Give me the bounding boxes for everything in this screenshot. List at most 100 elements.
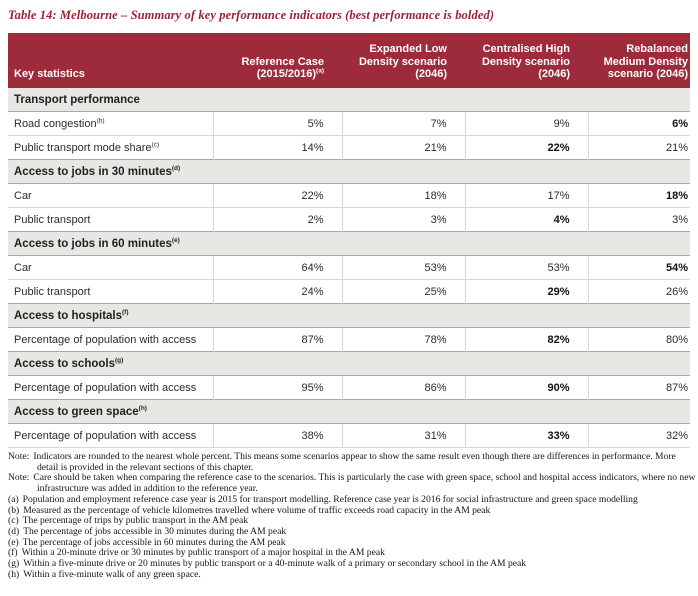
header-row: Key statistics Reference Case (2015/2016… [8, 33, 690, 88]
value-cell: 2% [212, 207, 342, 232]
note-prefix: (g) [8, 558, 20, 570]
table-row: Public transport 24% 25% 29% 26% [8, 279, 690, 304]
section-row: Access to jobs in 60 minutes(e) [8, 231, 690, 256]
value-cell: 22% [212, 183, 342, 208]
section-header-label: Access to green space [14, 406, 139, 418]
value-cell: 6% [587, 111, 690, 136]
row-label-cell: Percentage of population with access [8, 423, 213, 448]
value-cell: 24% [212, 279, 342, 304]
section-header-label: Access to hospitals [14, 310, 123, 322]
footnote-marker: (a) [316, 67, 324, 75]
value-cell: 38% [212, 423, 342, 448]
row-label: Car [14, 189, 32, 202]
note-prefix: (a) [8, 493, 19, 505]
section-row: Transport performance [8, 87, 690, 112]
footnote-marker: (b) [96, 116, 105, 124]
row-label: Road congestion [14, 117, 97, 130]
note-text: Indicators are rounded to the nearest wh… [33, 451, 676, 473]
value-cell: 90% [464, 375, 588, 400]
column-header: Expanded Low Density scenario (2046) [342, 33, 465, 88]
row-label: Percentage of population with access [14, 381, 197, 394]
table-row: Car 64% 53% 53% 54% [8, 255, 690, 280]
value-cell: 17% [464, 183, 588, 208]
value-cell: 18% [341, 183, 465, 208]
row-label-cell: Road congestion(b) [8, 111, 213, 136]
table-header: Key statistics Reference Case (2015/2016… [8, 33, 690, 88]
value-cell: 32% [587, 423, 690, 448]
note-line: (h) Within a five-minute walk of any gree… [8, 568, 696, 581]
note-line: (g) Within a five-minute drive or 20 minu… [8, 558, 696, 570]
note-line: (d) The percentage of jobs accessible in … [8, 525, 696, 538]
row-label-cell: Percentage of population with access [8, 375, 213, 400]
table-row: Percentage of population with access 38% 3… [8, 423, 690, 448]
row-label: Public transport mode share [14, 141, 152, 154]
column-header: Rebalanced Medium Density scenario (2046… [588, 33, 690, 88]
value-cell: 21% [587, 135, 690, 160]
value-cell: 29% [464, 279, 588, 304]
column-header-label: Reference Case (2015/2016) [241, 55, 324, 81]
row-label-cell: Public transport [8, 207, 213, 232]
footnote-marker: (g) [114, 357, 124, 365]
row-label: Public transport [14, 285, 91, 298]
value-cell: 3% [587, 207, 690, 232]
value-cell: 22% [464, 135, 588, 160]
note-line: (a) Population and employment reference c… [8, 493, 696, 506]
column-header-label: Rebalanced Medium Density scenario (2046… [603, 43, 688, 80]
value-cell: 78% [341, 327, 465, 352]
row-label-cell: Public transport [8, 279, 213, 304]
note-line: (b) Measured as the percentage of vehicle… [8, 504, 696, 517]
column-header-label: Centralised High Density scenario (2046) [481, 43, 570, 80]
note-prefix: (e) [8, 536, 19, 548]
note-text: Measured as the percentage of vehicle ki… [23, 504, 491, 516]
footnote-marker: (h) [138, 405, 147, 413]
note-text: The percentage of jobs accessible in 30 … [23, 525, 287, 537]
value-cell: 5% [212, 111, 342, 136]
note-prefix: (c) [8, 515, 19, 527]
note-text: Within a five-minute walk of any green s… [23, 568, 201, 580]
note-prefix: (b) [8, 504, 20, 516]
note-text: The percentage of trips by public transp… [22, 515, 249, 527]
section-header-cell: Access to hospitals(f) [8, 303, 690, 328]
footnote-marker: (e) [171, 237, 180, 245]
column-header: Reference Case (2015/2016)(a) [213, 33, 342, 88]
table-row: Car 22% 18% 17% 18% [8, 183, 690, 208]
column-header-label: Expanded Low Density scenario (2046) [358, 43, 447, 80]
value-cell: 18% [587, 183, 690, 208]
value-cell: 33% [464, 423, 588, 448]
section-row: Access to hospitals(f) [8, 303, 690, 328]
section-row: Access to green space(h) [8, 399, 690, 424]
value-cell: 64% [212, 255, 342, 280]
value-cell: 80% [587, 327, 690, 352]
section-header-label: Access to schools [14, 358, 115, 370]
footnote-marker: (d) [171, 165, 181, 173]
table-row: Public transport mode share(c) 14% 21% 22% 2… [8, 135, 690, 160]
note-line: (e) The percentage of jobs accessible in … [8, 536, 696, 549]
value-cell: 87% [587, 375, 690, 400]
table-row: Public transport 2% 3% 4% 3% [8, 207, 690, 232]
note-line: Note: Indicators are rounded to the neare… [8, 451, 696, 473]
note-prefix: Note: [8, 472, 30, 484]
value-cell: 31% [341, 423, 465, 448]
section-header-label: Access to jobs in 30 minutes [14, 166, 172, 178]
note-line: Note: Care should be taken when comparing… [8, 473, 696, 494]
row-label: Percentage of population with access [14, 429, 197, 442]
section-header-label: Access to jobs in 60 minutes [14, 238, 172, 250]
row-label-cell: Car [8, 255, 213, 280]
value-cell: 86% [341, 375, 465, 400]
footnote-marker: (c) [151, 140, 160, 148]
row-label: Percentage of population with access [14, 333, 197, 346]
section-header-cell: Transport performance [8, 87, 690, 112]
footnote-marker: (f) [122, 309, 129, 317]
section-header-label: Transport performance [14, 93, 140, 106]
value-cell: 53% [464, 255, 588, 280]
section-header-cell: Access to schools(g) [8, 351, 690, 376]
note-prefix: (f) [8, 547, 18, 559]
note-text: Within a 20-minute drive or 30 minutes b… [21, 547, 385, 559]
section-row: Access to jobs in 30 minutes(d) [8, 159, 690, 184]
column-header: Centralised High Density scenario (2046) [465, 33, 588, 88]
section-header-cell: Access to green space(h) [8, 399, 690, 424]
row-label: Public transport [14, 213, 91, 226]
note-text: Within a five-minute drive or 20 minutes… [23, 558, 527, 570]
section-row: Access to schools(g) [8, 351, 690, 376]
value-cell: 26% [587, 279, 690, 304]
